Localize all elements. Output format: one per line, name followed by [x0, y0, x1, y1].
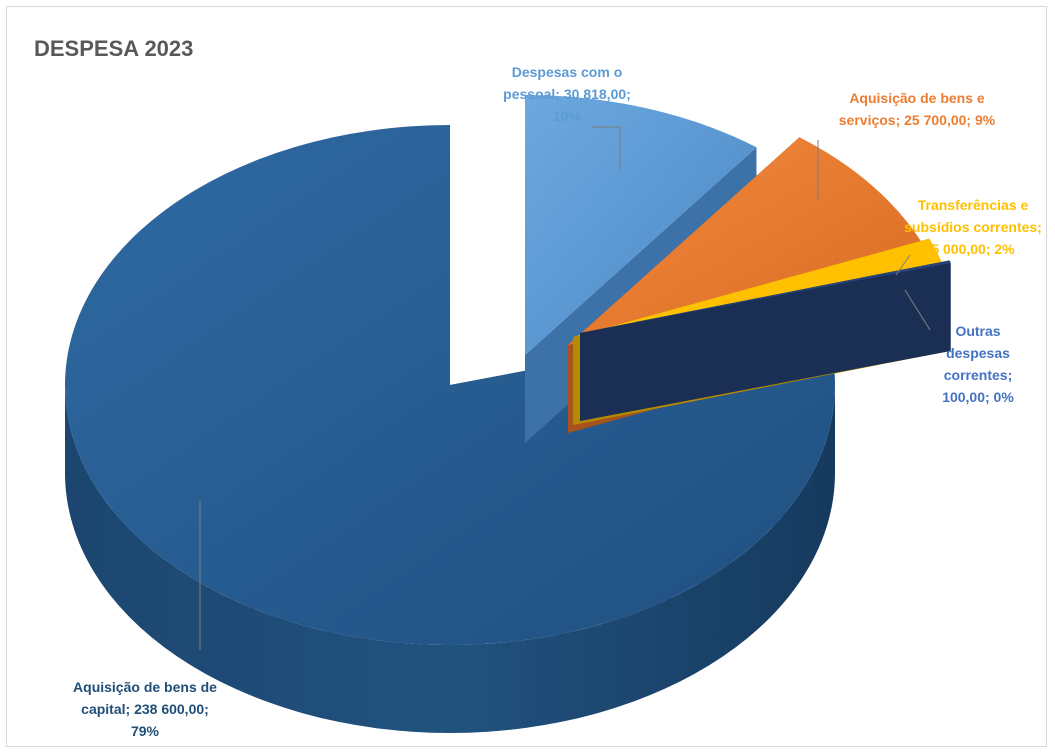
data-label-line: Aquisição de bens e: [849, 90, 985, 106]
data-label-line: capital; 238 600,00;: [81, 701, 209, 717]
data-label-line: 100,00; 0%: [942, 389, 1014, 405]
slice-top: [568, 137, 925, 345]
data-label-line: Despesas com o: [512, 64, 623, 80]
data-label-line: Aquisição de bens de: [73, 679, 217, 695]
slice-top: [64, 125, 836, 645]
slice-top: [525, 95, 757, 355]
data-label-1: Aquisição de bens de capital; 238 600,00;…: [73, 679, 217, 739]
data-label-3: Aquisição de bens e serviços; 25 700,00; …: [839, 90, 996, 128]
slice-cut-face: [580, 262, 951, 421]
data-label-line: correntes;: [944, 367, 1012, 383]
data-label-2: Despesas com o pessoal; 30 818,00; 10%: [503, 64, 631, 124]
leader-line-4: [895, 254, 911, 276]
data-label-line: despesas: [946, 345, 1010, 361]
leader-line-5: [904, 289, 931, 331]
leader-line-2: [592, 126, 621, 170]
data-label-line: 79%: [131, 723, 160, 739]
data-label-line: 5 000,00; 2%: [931, 241, 1015, 257]
data-label-line: subsídios correntes;: [904, 219, 1042, 235]
data-labels: Aquisição de bens de capital; 238 600,00;…: [73, 64, 1042, 739]
data-label-5: Outras despesas correntes; 100,00; 0%: [942, 323, 1014, 405]
chart-title: DESPESA 2023: [34, 36, 194, 61]
data-label-line: Outras: [955, 323, 1000, 339]
slice-top: [580, 260, 951, 333]
slices-layer: [64, 95, 951, 733]
data-label-line: serviços; 25 700,00; 9%: [839, 112, 996, 128]
leader-lines: [199, 126, 931, 650]
pie-slice-5: [580, 260, 951, 421]
data-label-line: pessoal; 30 818,00;: [503, 86, 631, 102]
data-label-line: 10%: [553, 108, 582, 124]
data-label-4: Transferências e subsídios correntes; 5 00…: [904, 197, 1042, 257]
slice-top: [573, 238, 943, 337]
slice-side: [65, 385, 835, 733]
data-label-line: Transferências e: [918, 197, 1029, 213]
